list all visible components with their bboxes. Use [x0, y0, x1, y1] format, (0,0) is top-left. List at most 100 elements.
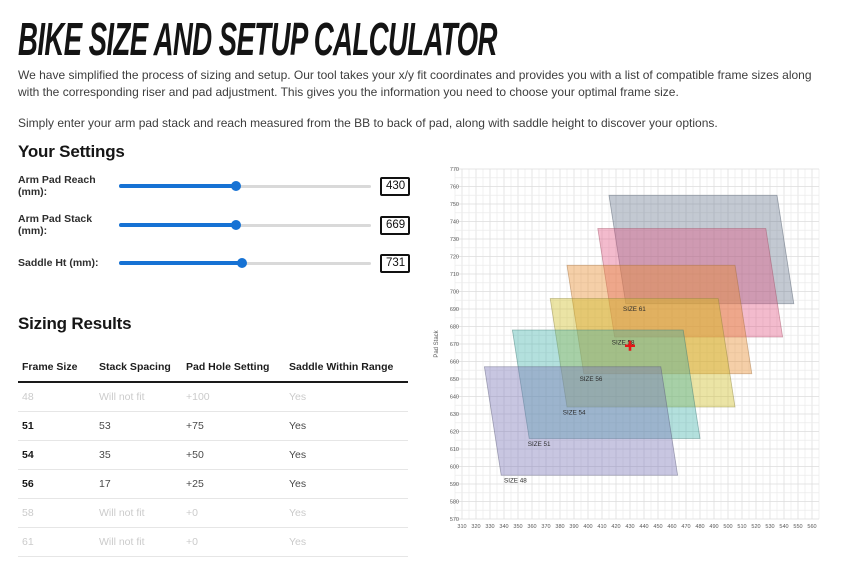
table-row: 54 35 +50 Yes: [18, 440, 408, 470]
stack-spacing-cell: Will not fit: [95, 527, 182, 557]
frame-size-cell: 58: [18, 498, 95, 528]
col-pad-hole: Pad Hole Setting: [182, 355, 285, 383]
frame-size-cell: 54: [18, 440, 95, 470]
y-tick-label: 690: [450, 307, 459, 313]
x-tick-label: 530: [765, 524, 774, 530]
y-tick-label: 720: [450, 255, 459, 261]
pad-hole-cell: +0: [182, 498, 285, 528]
y-tick-label: 630: [450, 412, 459, 418]
results-heading: Sizing Results: [18, 314, 132, 333]
col-saddle-range: Saddle Within Range: [285, 355, 408, 383]
saddle-ht-value[interactable]: 731: [380, 253, 410, 273]
table-row: 61 Will not fit +0 Yes: [18, 527, 408, 557]
y-tick-label: 640: [450, 395, 459, 401]
slider-track[interactable]: [119, 223, 371, 227]
stack-spacing-cell: 35: [95, 440, 182, 470]
slider-track[interactable]: [119, 184, 371, 188]
pad-hole-cell: +75: [182, 411, 285, 441]
frame-size-cell: 51: [18, 411, 95, 441]
stack-spacing-cell: Will not fit: [95, 382, 182, 412]
x-tick-label: 310: [457, 524, 466, 530]
size-region-61: [608, 194, 795, 305]
results-panel: Sizing Results Frame Size Stack Spacing …: [18, 314, 408, 557]
x-tick-label: 540: [779, 524, 788, 530]
y-axis-title: Pad Stack: [434, 329, 440, 357]
saddle-range-cell: Yes: [285, 440, 408, 470]
y-tick-label: 730: [450, 237, 459, 243]
settings-panel: Your Settings Arm Pad Reach (mm): 430 Ar…: [18, 142, 410, 273]
page: BIKE SIZE AND SETUP CALCULATOR We have s…: [18, 0, 849, 568]
x-tick-label: 390: [569, 524, 578, 530]
size-region-48: [483, 366, 679, 476]
arm-pad-stack-row: Arm Pad Stack (mm): 669: [18, 213, 410, 237]
col-stack-spacing: Stack Spacing: [95, 355, 182, 383]
page-title-text: BIKE SIZE AND SETUP CALCULATOR: [18, 13, 497, 65]
size-region-label: SIZE 56: [580, 376, 603, 383]
y-tick-label: 740: [450, 220, 459, 226]
frame-size-cell: 56: [18, 469, 95, 499]
stack-spacing-cell: 53: [95, 411, 182, 441]
y-tick-label: 660: [450, 360, 459, 366]
stack-spacing-cell: 17: [95, 469, 182, 499]
x-tick-label: 430: [625, 524, 634, 530]
x-tick-label: 350: [513, 524, 522, 530]
arm-pad-reach-value[interactable]: 430: [380, 176, 410, 196]
page-title: BIKE SIZE AND SETUP CALCULATOR: [18, 12, 849, 65]
x-tick-label: 380: [555, 524, 564, 530]
arm-pad-stack-label: Arm Pad Stack (mm):: [18, 213, 93, 237]
sizing-table: Frame Size Stack Spacing Pad Hole Settin…: [18, 355, 408, 557]
y-tick-label: 650: [450, 377, 459, 383]
fit-point-marker: [625, 340, 635, 351]
x-tick-label: 420: [611, 524, 620, 530]
size-region-58: [597, 228, 784, 338]
table-header-row: Frame Size Stack Spacing Pad Hole Settin…: [18, 355, 408, 383]
size-region-51: [511, 329, 701, 439]
arm-pad-reach-slider[interactable]: [119, 176, 371, 196]
slider-thumb[interactable]: [236, 258, 247, 268]
x-tick-label: 460: [667, 524, 676, 530]
fit-chart: 310 320 330 340 350 360 370 380 390 400 410 420 430 4…: [434, 167, 820, 530]
x-tick-label: 520: [751, 524, 760, 530]
main-content: Your Settings Arm Pad Reach (mm): 430 Ar…: [18, 132, 849, 568]
y-tick-label: 580: [450, 500, 459, 506]
saddle-range-cell: Yes: [285, 411, 408, 441]
pad-hole-cell: +25: [182, 469, 285, 499]
table-row: 56 17 +25 Yes: [18, 469, 408, 499]
stack-spacing-cell: Will not fit: [95, 498, 182, 528]
size-region-54: [549, 298, 736, 408]
y-tick-label: 760: [450, 185, 459, 191]
x-tick-label: 500: [723, 524, 732, 530]
saddle-ht-row: Saddle Ht (mm): 731: [18, 253, 410, 273]
size-region-label: SIZE 51: [528, 441, 551, 448]
size-region-label: SIZE 58: [612, 339, 635, 346]
slider-thumb[interactable]: [231, 181, 242, 191]
saddle-ht-slider[interactable]: [119, 253, 371, 273]
arm-pad-stack-value[interactable]: 669: [380, 215, 410, 235]
y-tick-label: 770: [450, 167, 459, 173]
frame-size-cell: 48: [18, 382, 95, 412]
y-tick-label: 680: [450, 325, 459, 331]
arm-pad-stack-slider[interactable]: [119, 215, 371, 235]
pad-hole-cell: +50: [182, 440, 285, 470]
x-tick-label: 330: [485, 524, 494, 530]
y-tick-label: 610: [450, 447, 459, 453]
slider-fill: [119, 223, 237, 227]
x-tick-label: 400: [583, 524, 592, 530]
saddle-range-cell: Yes: [285, 382, 408, 412]
x-tick-label: 320: [471, 524, 480, 530]
arm-pad-reach-row: Arm Pad Reach (mm): 430: [18, 174, 410, 198]
saddle-range-cell: Yes: [285, 469, 408, 499]
y-tick-label: 710: [450, 272, 459, 278]
y-tick-label: 750: [450, 202, 459, 208]
col-frame-size: Frame Size: [18, 355, 95, 383]
y-tick-label: 590: [450, 482, 459, 488]
slider-thumb[interactable]: [231, 220, 242, 230]
size-region-label: SIZE 48: [504, 478, 527, 485]
pad-hole-cell: +0: [182, 527, 285, 557]
settings-heading: Your Settings: [18, 142, 125, 161]
y-tick-label: 670: [450, 342, 459, 348]
x-tick-label: 550: [793, 524, 802, 530]
table-row: 48 Will not fit +100 Yes: [18, 382, 408, 412]
x-tick-label: 440: [639, 524, 648, 530]
slider-fill: [119, 261, 242, 265]
